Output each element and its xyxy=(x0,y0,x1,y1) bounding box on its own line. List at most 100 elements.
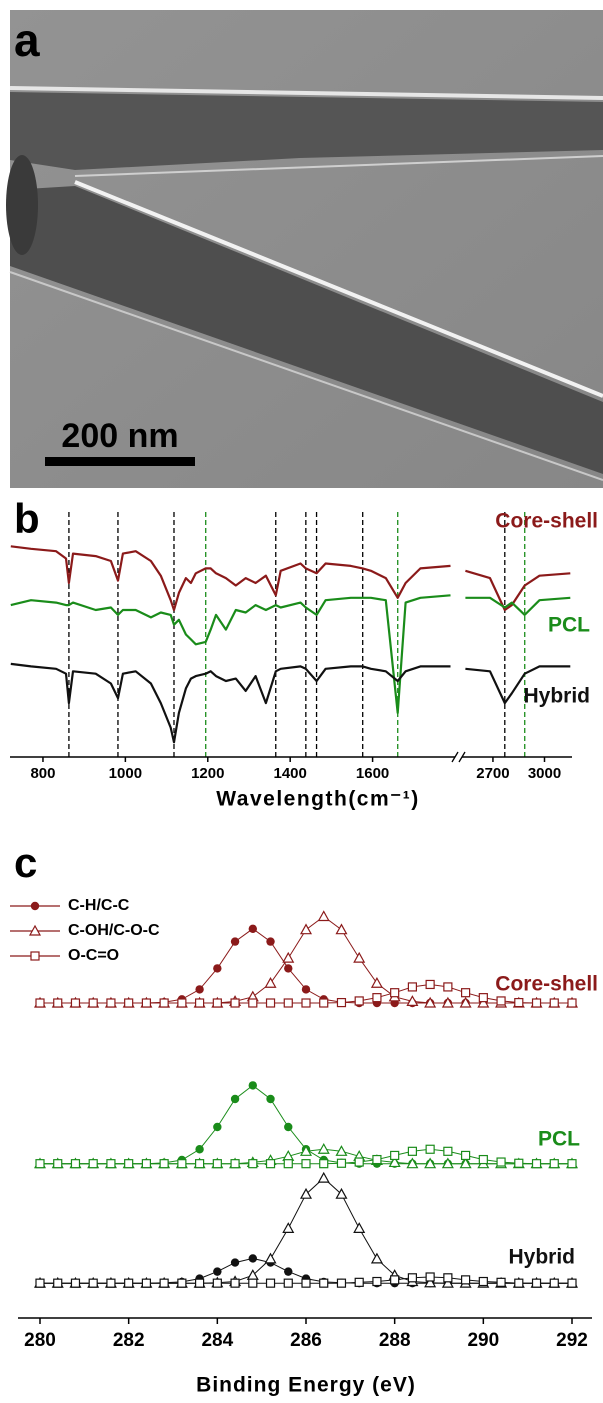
marker xyxy=(301,998,311,1008)
marker xyxy=(407,982,417,992)
marker xyxy=(514,997,524,1008)
marker xyxy=(461,1275,471,1285)
marker xyxy=(478,1276,488,1287)
marker xyxy=(230,998,240,1008)
marker xyxy=(35,998,45,1008)
marker xyxy=(354,1277,364,1287)
marker xyxy=(248,1278,258,1288)
spectrum-line xyxy=(10,662,571,744)
marker xyxy=(88,998,98,1008)
marker xyxy=(53,998,63,1008)
marker xyxy=(248,1254,257,1263)
marker xyxy=(441,996,454,1008)
marker xyxy=(443,1273,453,1283)
marker xyxy=(35,1159,45,1169)
marker xyxy=(266,1094,275,1104)
x-tick-label: 1600 xyxy=(356,765,389,782)
spectrum-line xyxy=(10,594,571,714)
marker xyxy=(319,1278,329,1288)
x-tick-label: 800 xyxy=(30,765,55,782)
marker xyxy=(266,937,275,946)
marker xyxy=(284,964,293,973)
legend-label: C-OH/C-O-C xyxy=(68,922,160,939)
marker xyxy=(549,1278,559,1288)
marker xyxy=(496,1277,506,1287)
marker xyxy=(124,998,134,1008)
marker xyxy=(299,1187,313,1199)
marker xyxy=(70,998,81,1008)
marker xyxy=(317,910,330,922)
marker xyxy=(406,1157,419,1169)
marker xyxy=(159,998,169,1008)
marker xyxy=(301,1278,311,1288)
marker xyxy=(478,993,488,1003)
marker xyxy=(317,1143,330,1154)
marker xyxy=(406,995,419,1006)
marker xyxy=(53,1159,63,1169)
x-tick-label: 1200 xyxy=(191,765,224,782)
marker xyxy=(424,996,437,1008)
marker xyxy=(461,988,471,998)
marker xyxy=(264,1252,277,1264)
marker xyxy=(195,1278,205,1288)
marker xyxy=(248,1081,257,1090)
x-tick-label: 288 xyxy=(379,1330,411,1351)
tem-image: 200 nm a xyxy=(6,10,603,488)
marker xyxy=(195,998,205,1008)
marker xyxy=(124,1278,134,1288)
marker xyxy=(407,1146,417,1156)
marker xyxy=(70,1159,81,1169)
marker xyxy=(212,1278,222,1288)
marker xyxy=(265,1278,276,1288)
marker xyxy=(424,1276,437,1288)
x-axis-label: Wavelength(cm⁻¹) xyxy=(216,788,419,811)
marker xyxy=(478,1154,488,1165)
x-tick-label: 1000 xyxy=(109,765,142,782)
marker xyxy=(124,1159,134,1169)
axis-break xyxy=(458,751,466,763)
x-tick-label: 280 xyxy=(24,1330,56,1351)
marker xyxy=(230,1094,240,1104)
marker xyxy=(335,1187,348,1199)
marker xyxy=(390,1150,400,1161)
marker xyxy=(531,1278,542,1288)
legend-label: O-C=O xyxy=(68,947,119,964)
marker xyxy=(425,979,435,990)
marker xyxy=(230,937,240,946)
marker xyxy=(567,1278,577,1288)
group-label: Hybrid xyxy=(508,1246,575,1269)
marker xyxy=(301,985,311,994)
marker xyxy=(283,1159,293,1169)
marker xyxy=(317,1171,330,1183)
marker xyxy=(264,976,277,988)
marker xyxy=(424,1157,437,1169)
marker xyxy=(230,1159,240,1169)
marker xyxy=(390,988,400,998)
marker xyxy=(319,998,329,1008)
marker xyxy=(53,1278,63,1288)
marker xyxy=(70,1278,81,1288)
marker xyxy=(514,1278,524,1288)
x-tick-label: 290 xyxy=(467,1330,499,1351)
marker xyxy=(301,1159,311,1169)
marker xyxy=(265,1159,276,1169)
series-label: PCL xyxy=(548,614,590,637)
marker xyxy=(531,1159,542,1169)
marker xyxy=(370,1252,383,1264)
marker xyxy=(459,996,472,1008)
marker xyxy=(88,1278,98,1288)
marker xyxy=(425,1144,435,1154)
x-tick-label: 1400 xyxy=(273,765,306,782)
group-label: PCL xyxy=(538,1128,580,1151)
marker xyxy=(353,1222,366,1233)
marker xyxy=(388,1156,401,1168)
marker xyxy=(213,1122,222,1132)
marker xyxy=(372,993,382,1003)
marker xyxy=(567,998,577,1008)
x-tick-label: 284 xyxy=(201,1330,233,1351)
marker xyxy=(372,1154,382,1165)
x-tick-label: 2700 xyxy=(476,765,509,782)
marker xyxy=(106,998,116,1008)
marker xyxy=(335,923,348,935)
marker xyxy=(299,1145,313,1156)
